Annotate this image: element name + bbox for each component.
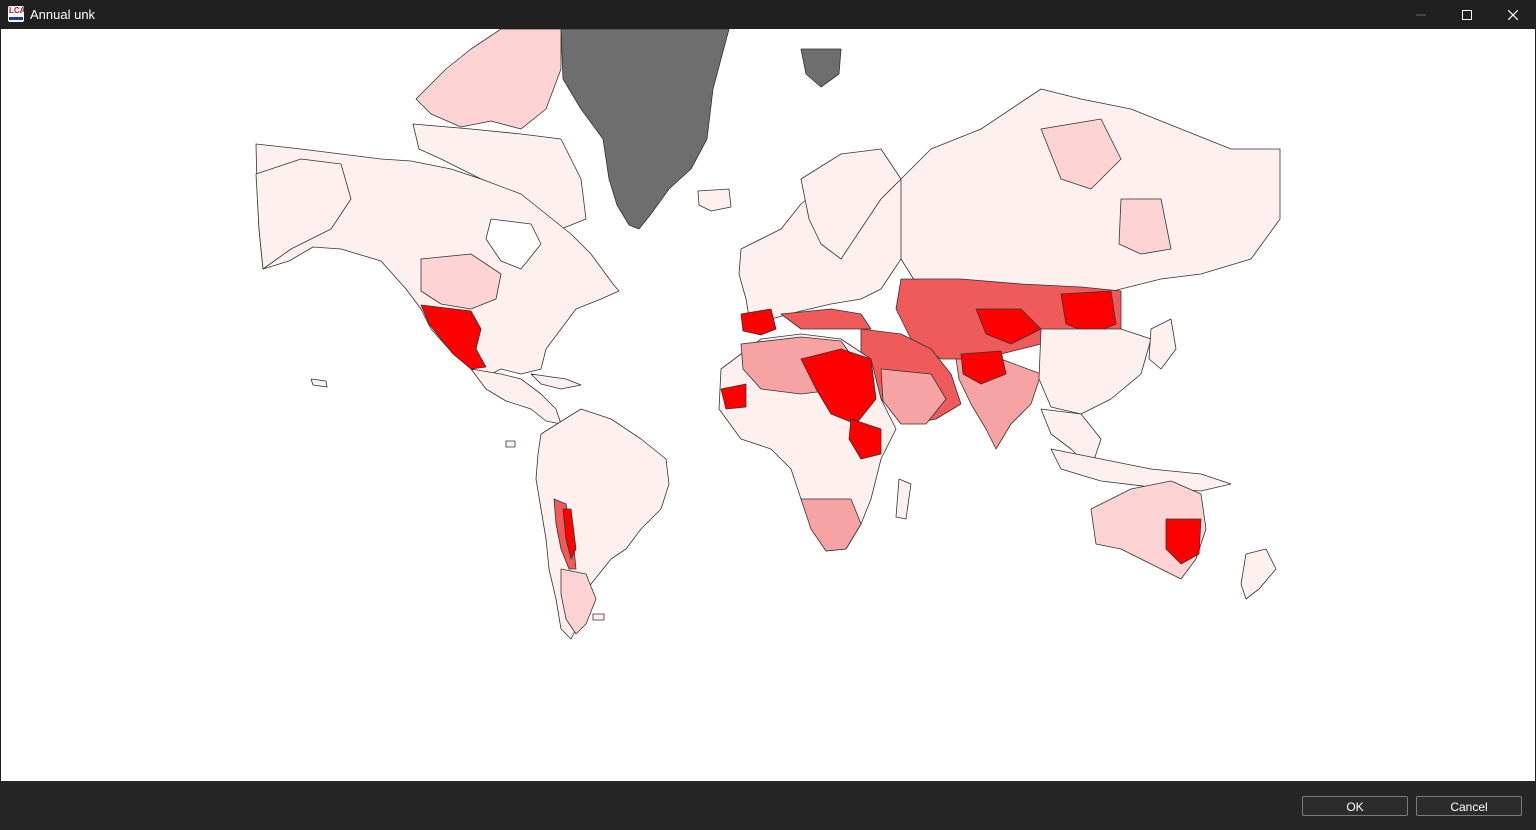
scandinavia-region: [800, 148, 902, 260]
iberia-region: [740, 308, 777, 336]
japan-region: [1148, 318, 1177, 370]
greenland-region: [560, 29, 730, 230]
west-africa-coast-region: [720, 383, 747, 410]
yakutia-region: [1040, 118, 1122, 190]
patagonia-region: [560, 568, 597, 635]
southwest-us-region: [420, 253, 502, 310]
dialog-button-bar: [0, 781, 1536, 830]
mediterranean-region: [780, 308, 872, 330]
window-title: Annual unk: [30, 7, 96, 22]
close-button[interactable]: [1490, 0, 1536, 29]
app-icon-bar: [9, 17, 23, 20]
falklands-region: [592, 613, 605, 621]
galapagos-region: [505, 440, 516, 448]
minimize-icon: [1416, 14, 1426, 15]
siberia-dry-region: [1118, 198, 1172, 255]
arctic-islands-region: [415, 29, 562, 130]
indus-ganges-region: [960, 350, 1007, 385]
arabia-region: [880, 368, 947, 425]
new-zealand-region: [1240, 548, 1277, 600]
horn-of-africa-region: [848, 418, 882, 460]
egypt-libya-region: [800, 348, 877, 425]
svalbard-region: [800, 48, 842, 88]
title-bar: LCA Annual unk: [0, 0, 1536, 29]
hudson-bay: [485, 218, 542, 270]
world-map: [255, 29, 1281, 640]
turkmenistan-region: [975, 308, 1042, 345]
minimize-button[interactable]: [1398, 0, 1444, 29]
iceland-region: [697, 188, 732, 212]
maximize-icon: [1462, 9, 1472, 20]
cancel-button[interactable]: Cancel: [1416, 796, 1522, 816]
app-icon-text: LCA: [9, 6, 24, 15]
cuba-region: [530, 373, 582, 390]
ok-button[interactable]: OK: [1302, 796, 1408, 816]
murray-darling-region: [1165, 518, 1202, 565]
china-region: [1038, 328, 1152, 415]
southern-africa-region: [800, 498, 862, 552]
maximize-button[interactable]: [1444, 0, 1490, 29]
mexico-north-region: [420, 304, 487, 370]
madagascar-region: [895, 478, 912, 520]
hawaii-region: [310, 378, 328, 388]
close-icon: [1508, 9, 1518, 20]
atacama-region: [562, 508, 577, 560]
app-icon: LCA: [8, 6, 24, 22]
indonesia-region: [1050, 448, 1232, 492]
world-map-view[interactable]: [1, 29, 1535, 781]
alaska-region: [255, 158, 352, 270]
